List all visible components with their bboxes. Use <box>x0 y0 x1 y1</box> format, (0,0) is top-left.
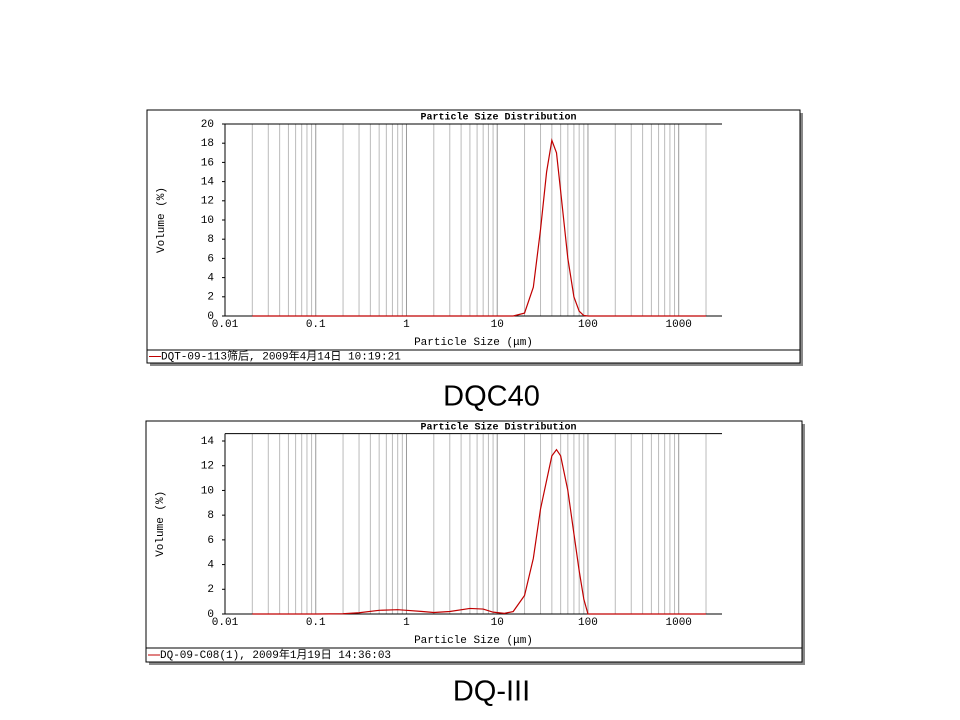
y-tick-label: 8 <box>207 234 214 246</box>
y-tick-label: 4 <box>207 559 214 571</box>
x-tick-label: 0.1 <box>306 319 326 331</box>
y-tick-label: 2 <box>207 584 214 596</box>
x-axis-label: Particle Size (μm) <box>414 635 533 647</box>
legend-label: DQ-09-C08(1), 2009年1月19日 14:36:03 <box>160 647 391 662</box>
x-tick-label: 1 <box>403 319 410 331</box>
data-line <box>252 137 707 317</box>
x-tick-label: 1000 <box>666 319 692 331</box>
x-tick-label: 10 <box>491 319 504 331</box>
y-tick-label: 12 <box>201 461 214 473</box>
chart-frame <box>145 420 803 663</box>
y-tick-label: 0 <box>207 609 214 621</box>
y-tick-label: 8 <box>207 510 214 522</box>
y-tick-label: 0 <box>207 311 214 323</box>
y-tick-label: 6 <box>207 535 214 547</box>
y-tick-label: 18 <box>201 138 214 150</box>
x-tick-label: 0.01 <box>212 617 239 629</box>
x-tick-label: 1 <box>403 617 410 629</box>
chart-title: Particle Size Distribution <box>420 112 576 124</box>
y-tick-label: 14 <box>201 436 215 448</box>
y-tick-label: 14 <box>201 177 215 189</box>
caption: DQ-III <box>453 676 530 708</box>
caption: DQC40 <box>443 381 540 413</box>
y-tick-label: 10 <box>201 215 214 227</box>
x-tick-label: 0.01 <box>212 319 239 331</box>
y-tick-label: 4 <box>207 273 214 285</box>
x-tick-label: 1000 <box>666 617 692 629</box>
y-tick-label: 10 <box>201 485 214 497</box>
y-tick-label: 16 <box>201 157 214 169</box>
x-tick-label: 100 <box>578 617 598 629</box>
y-tick-label: 2 <box>207 292 214 304</box>
y-tick-label: 6 <box>207 253 214 265</box>
y-axis-label: Volume (%) <box>155 491 167 557</box>
x-axis-label: Particle Size (μm) <box>414 337 533 349</box>
chart-frame <box>146 109 801 364</box>
chart-title: Particle Size Distribution <box>420 422 576 434</box>
x-tick-label: 10 <box>491 617 504 629</box>
y-tick-label: 12 <box>201 196 214 208</box>
y-tick-label: 20 <box>201 119 214 131</box>
x-tick-label: 100 <box>578 319 598 331</box>
y-axis-label: Volume (%) <box>156 187 168 253</box>
x-tick-label: 0.1 <box>306 617 326 629</box>
legend-label: DQT-09-113筛后, 2009年4月14日 10:19:21 <box>161 348 401 363</box>
data-line <box>252 448 707 615</box>
